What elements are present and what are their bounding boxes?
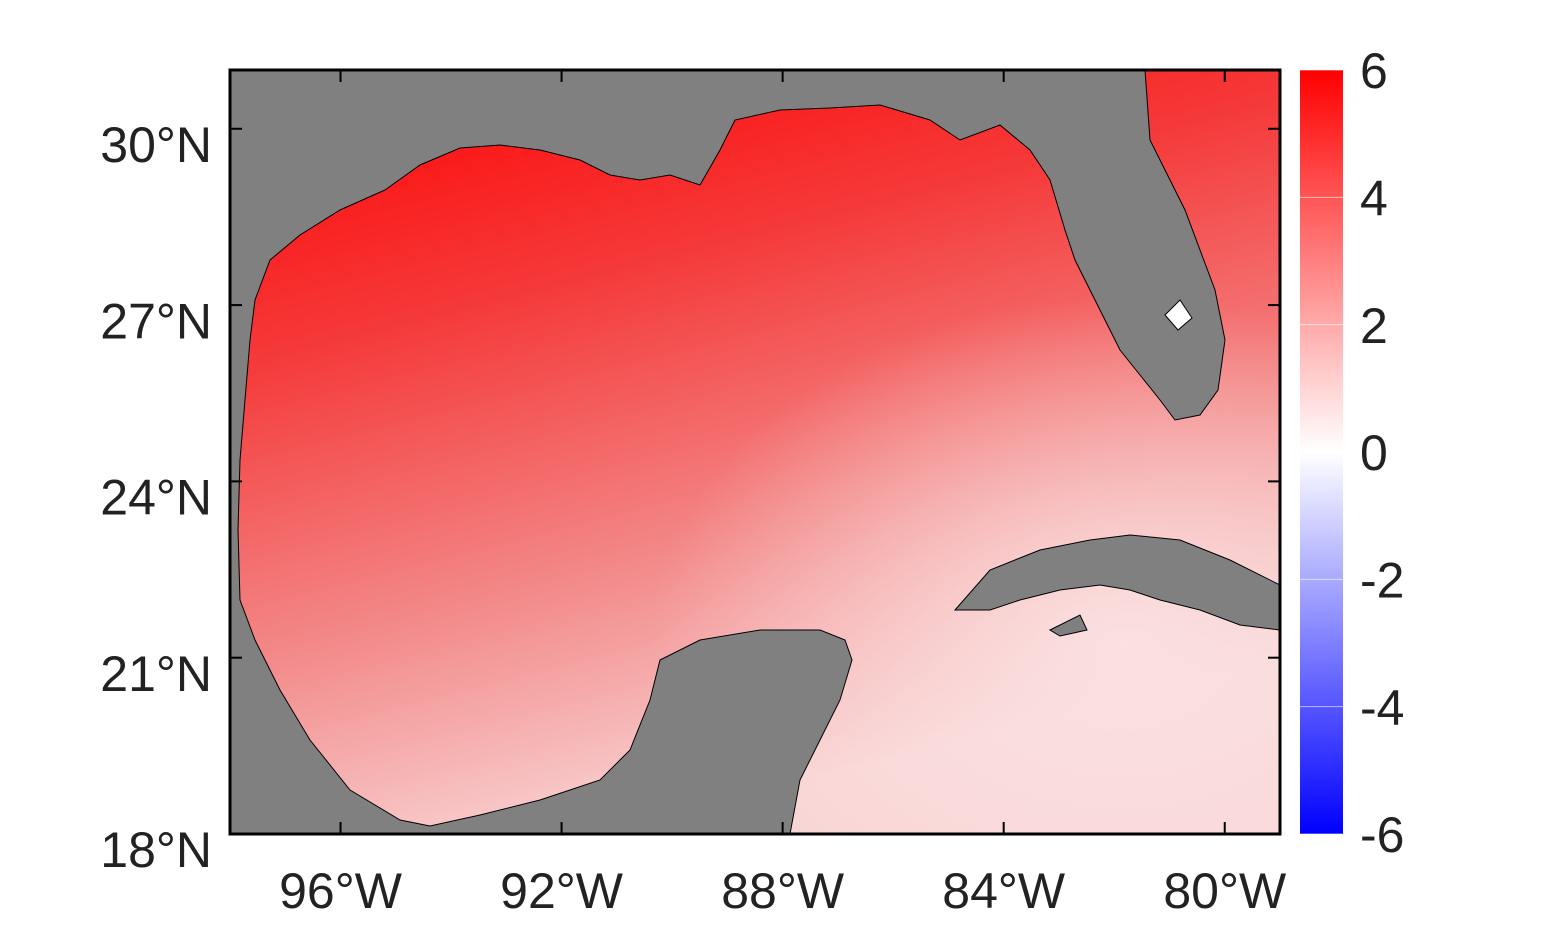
- colorbar-tick-label: 2: [1360, 298, 1388, 354]
- map-area: [228, 68, 1282, 836]
- colorbar-tick-label: -2: [1360, 553, 1404, 609]
- colorbar-tick-label: -4: [1360, 680, 1404, 736]
- y-tick-label: 27°N: [100, 293, 212, 349]
- lake: [1164, 299, 1193, 331]
- y-tick-label: 24°N: [100, 470, 212, 526]
- colorbar-tick-label: 4: [1360, 171, 1388, 227]
- land-cuba: [953, 534, 1281, 631]
- y-tick-label: 18°N: [100, 822, 212, 878]
- x-tick-label: 96°W: [279, 863, 403, 919]
- ticks: 96°W 92°W 88°W 84°W 80°W 18°N 21°N 24°N 27°N 30°N…: [100, 43, 1404, 919]
- x-tick-label: 92°W: [500, 863, 624, 919]
- x-tick-label: 88°W: [721, 863, 845, 919]
- map-frame: [228, 68, 1282, 836]
- y-tick-label: 30°N: [100, 117, 212, 173]
- x-tick-label: 84°W: [942, 863, 1066, 919]
- colorbar-tick-label: -6: [1360, 807, 1404, 863]
- colorbar-tick-label: 6: [1360, 43, 1388, 99]
- land-isle-of-youth: [1048, 614, 1088, 637]
- colorbar-tick-label: 0: [1360, 425, 1388, 481]
- y-tick-label: 21°N: [100, 646, 212, 702]
- x-tick-label: 80°W: [1163, 863, 1287, 919]
- land-north-america: [229, 69, 1226, 835]
